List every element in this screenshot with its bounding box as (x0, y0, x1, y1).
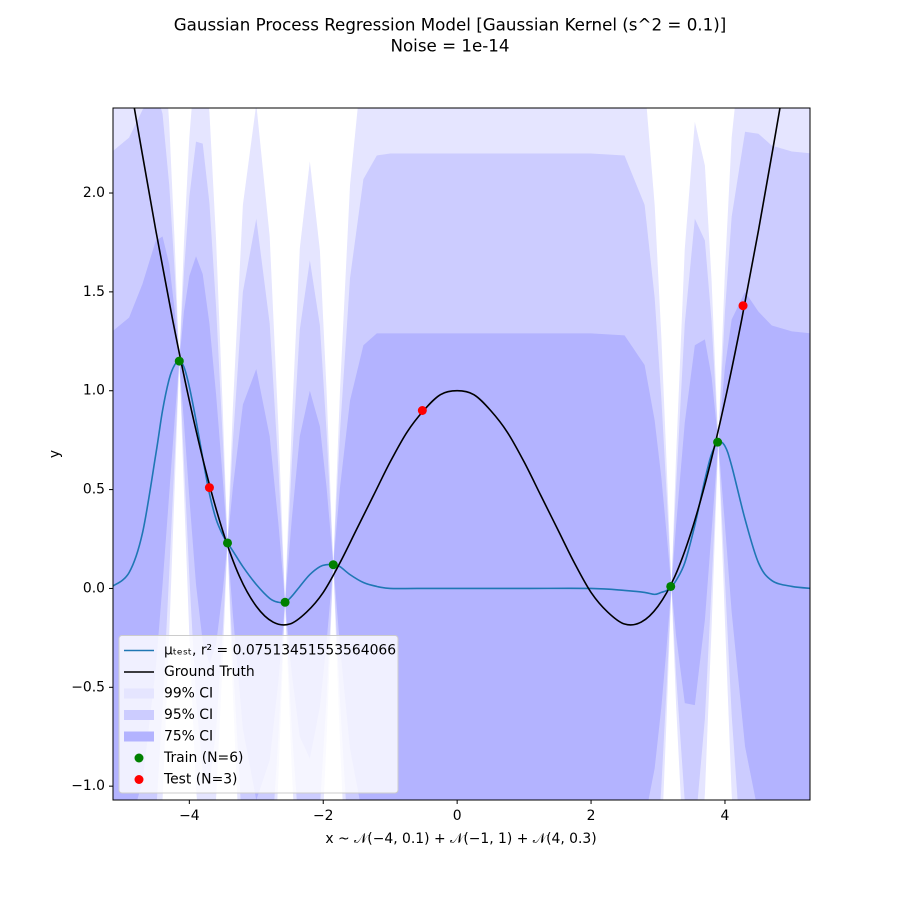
x-tick-label: 2 (587, 808, 596, 824)
y-tick-label: −0.5 (71, 679, 105, 695)
plot-frame (112, 107, 811, 801)
y-tick-label: 1.5 (83, 284, 105, 300)
y-tick-label: −1.0 (71, 778, 105, 794)
x-tick-label: −4 (179, 808, 200, 824)
scatter-point (666, 581, 676, 591)
legend-patch (124, 710, 154, 720)
legend-label: Test (N=3) (163, 772, 237, 788)
legend-box (118, 635, 399, 794)
y-tick-label: 0.0 (83, 580, 105, 596)
legend-patch (124, 688, 154, 699)
chart-subtitle: Noise = 1e-14 (390, 36, 509, 56)
y-tick-label: 2.0 (83, 185, 105, 201)
scatter-point (738, 301, 748, 311)
x-tick-label: 0 (453, 808, 462, 824)
x-tick-label: −2 (313, 808, 333, 824)
legend-label: Ground Truth (164, 664, 255, 680)
y-tick-label: 0.5 (83, 482, 105, 498)
scatter-point (328, 560, 338, 570)
legend-label: μₜₑₛₜ, r² = 0.07513451553564066 (164, 643, 396, 659)
legend-marker (134, 753, 144, 763)
scatter-point (204, 483, 214, 493)
scatter-point (280, 597, 290, 607)
scatter-point (174, 356, 184, 366)
scatter-point (222, 538, 232, 548)
legend-marker (134, 775, 144, 784)
ci-band (113, 236, 810, 800)
plot-area (113, 108, 810, 800)
scatter-point (713, 437, 723, 447)
legend-label: 95% CI (164, 707, 213, 723)
x-tick-label: 4 (721, 808, 730, 824)
x-axis-label: x ~ 𝒩(−4, 0.1) + 𝒩(−1, 1) + 𝒩(4, 0.3) (325, 831, 596, 847)
y-tick-label: 1.0 (83, 383, 105, 399)
line (133, 108, 781, 626)
legend-patch (124, 731, 154, 742)
scatter-point (417, 406, 427, 416)
legend-label: 75% CI (164, 729, 213, 745)
y-axis-label: y (47, 450, 63, 458)
legend-label: Train (N=6) (163, 750, 243, 766)
chart-title: Gaussian Process Regression Model [Gauss… (174, 15, 727, 35)
legend-label: 99% CI (164, 686, 213, 702)
